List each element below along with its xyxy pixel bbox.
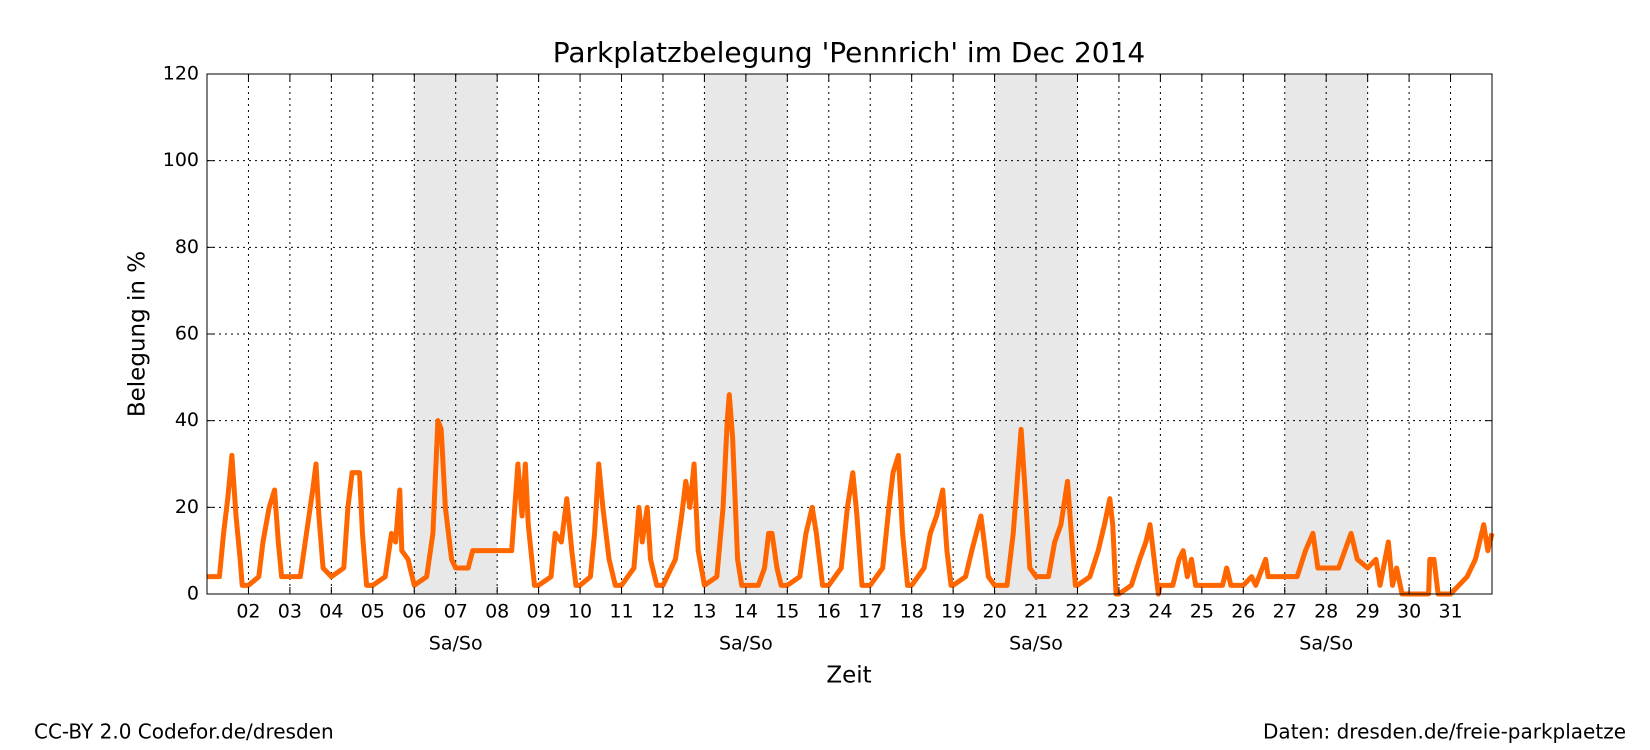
x-tick-label: 25 (1190, 601, 1214, 623)
occupancy-line (207, 392, 1495, 597)
x-tick-label: 26 (1231, 601, 1255, 623)
footer-right: Daten: dresden.de/freie-parkplaetze (1263, 720, 1626, 744)
x-tick-label: 20 (982, 601, 1006, 623)
x-tick-label: 13 (692, 601, 716, 623)
chart-title: Parkplatzbelegung 'Pennrich' im Dec 2014 (553, 36, 1145, 69)
axes-layer: 0 20 40 60 80 100 120 02 03 04 05 06 07 08 09 10 11 12 13 1… (163, 63, 1493, 623)
x-tick-label: 29 (1356, 601, 1380, 623)
y-tick-label: 60 (175, 323, 199, 345)
x-axis-label: Zeit (826, 663, 871, 689)
x-tick-label: 03 (278, 601, 302, 623)
x-tick-label: 24 (1148, 601, 1172, 623)
weekend-label: Sa/So (1299, 633, 1353, 655)
x-tick-label: 07 (444, 601, 468, 623)
plot-frame (206, 73, 1493, 595)
y-tick-label: 80 (175, 236, 199, 258)
x-tick-label: 15 (775, 601, 799, 623)
x-tick-label: 22 (1065, 601, 1089, 623)
x-tick-label: 27 (1273, 601, 1297, 623)
x-tick-label: 14 (734, 601, 758, 623)
x-tick-label: 23 (1107, 601, 1131, 623)
x-tick-label: 02 (236, 601, 260, 623)
x-tick-label: 04 (319, 601, 343, 623)
x-tick-label: 30 (1397, 601, 1421, 623)
x-tick-label: 17 (858, 601, 882, 623)
x-tick-label: 05 (361, 601, 385, 623)
x-tick-label: 08 (485, 601, 509, 623)
x-tick-label: 10 (568, 601, 592, 623)
footer-left: CC-BY 2.0 Codefor.de/dresden (34, 720, 334, 744)
x-tick-label: 28 (1314, 601, 1338, 623)
x-tick-label: 18 (900, 601, 924, 623)
y-tick-label: 100 (163, 149, 199, 171)
y-tick-label: 120 (163, 63, 199, 85)
weekend-label: Sa/So (429, 633, 483, 655)
y-tick-label: 0 (187, 583, 199, 605)
x-tick-label: 31 (1438, 601, 1462, 623)
y-tick-label: 40 (175, 409, 199, 431)
grid-layer (207, 73, 1492, 595)
y-tick-label: 20 (175, 496, 199, 518)
x-tick-label: 19 (941, 601, 965, 623)
x-tick-label: 12 (651, 601, 675, 623)
x-tick-label: 21 (1024, 601, 1048, 623)
weekend-label: Sa/So (719, 633, 773, 655)
data-layer (207, 392, 1495, 597)
x-tick-label: 16 (817, 601, 841, 623)
x-tick-label: 06 (402, 601, 426, 623)
x-tick-label: 11 (609, 601, 633, 623)
x-tick-label: 09 (527, 601, 551, 623)
y-axis-label: Belegung in % (125, 251, 151, 417)
weekend-label: Sa/So (1009, 633, 1063, 655)
